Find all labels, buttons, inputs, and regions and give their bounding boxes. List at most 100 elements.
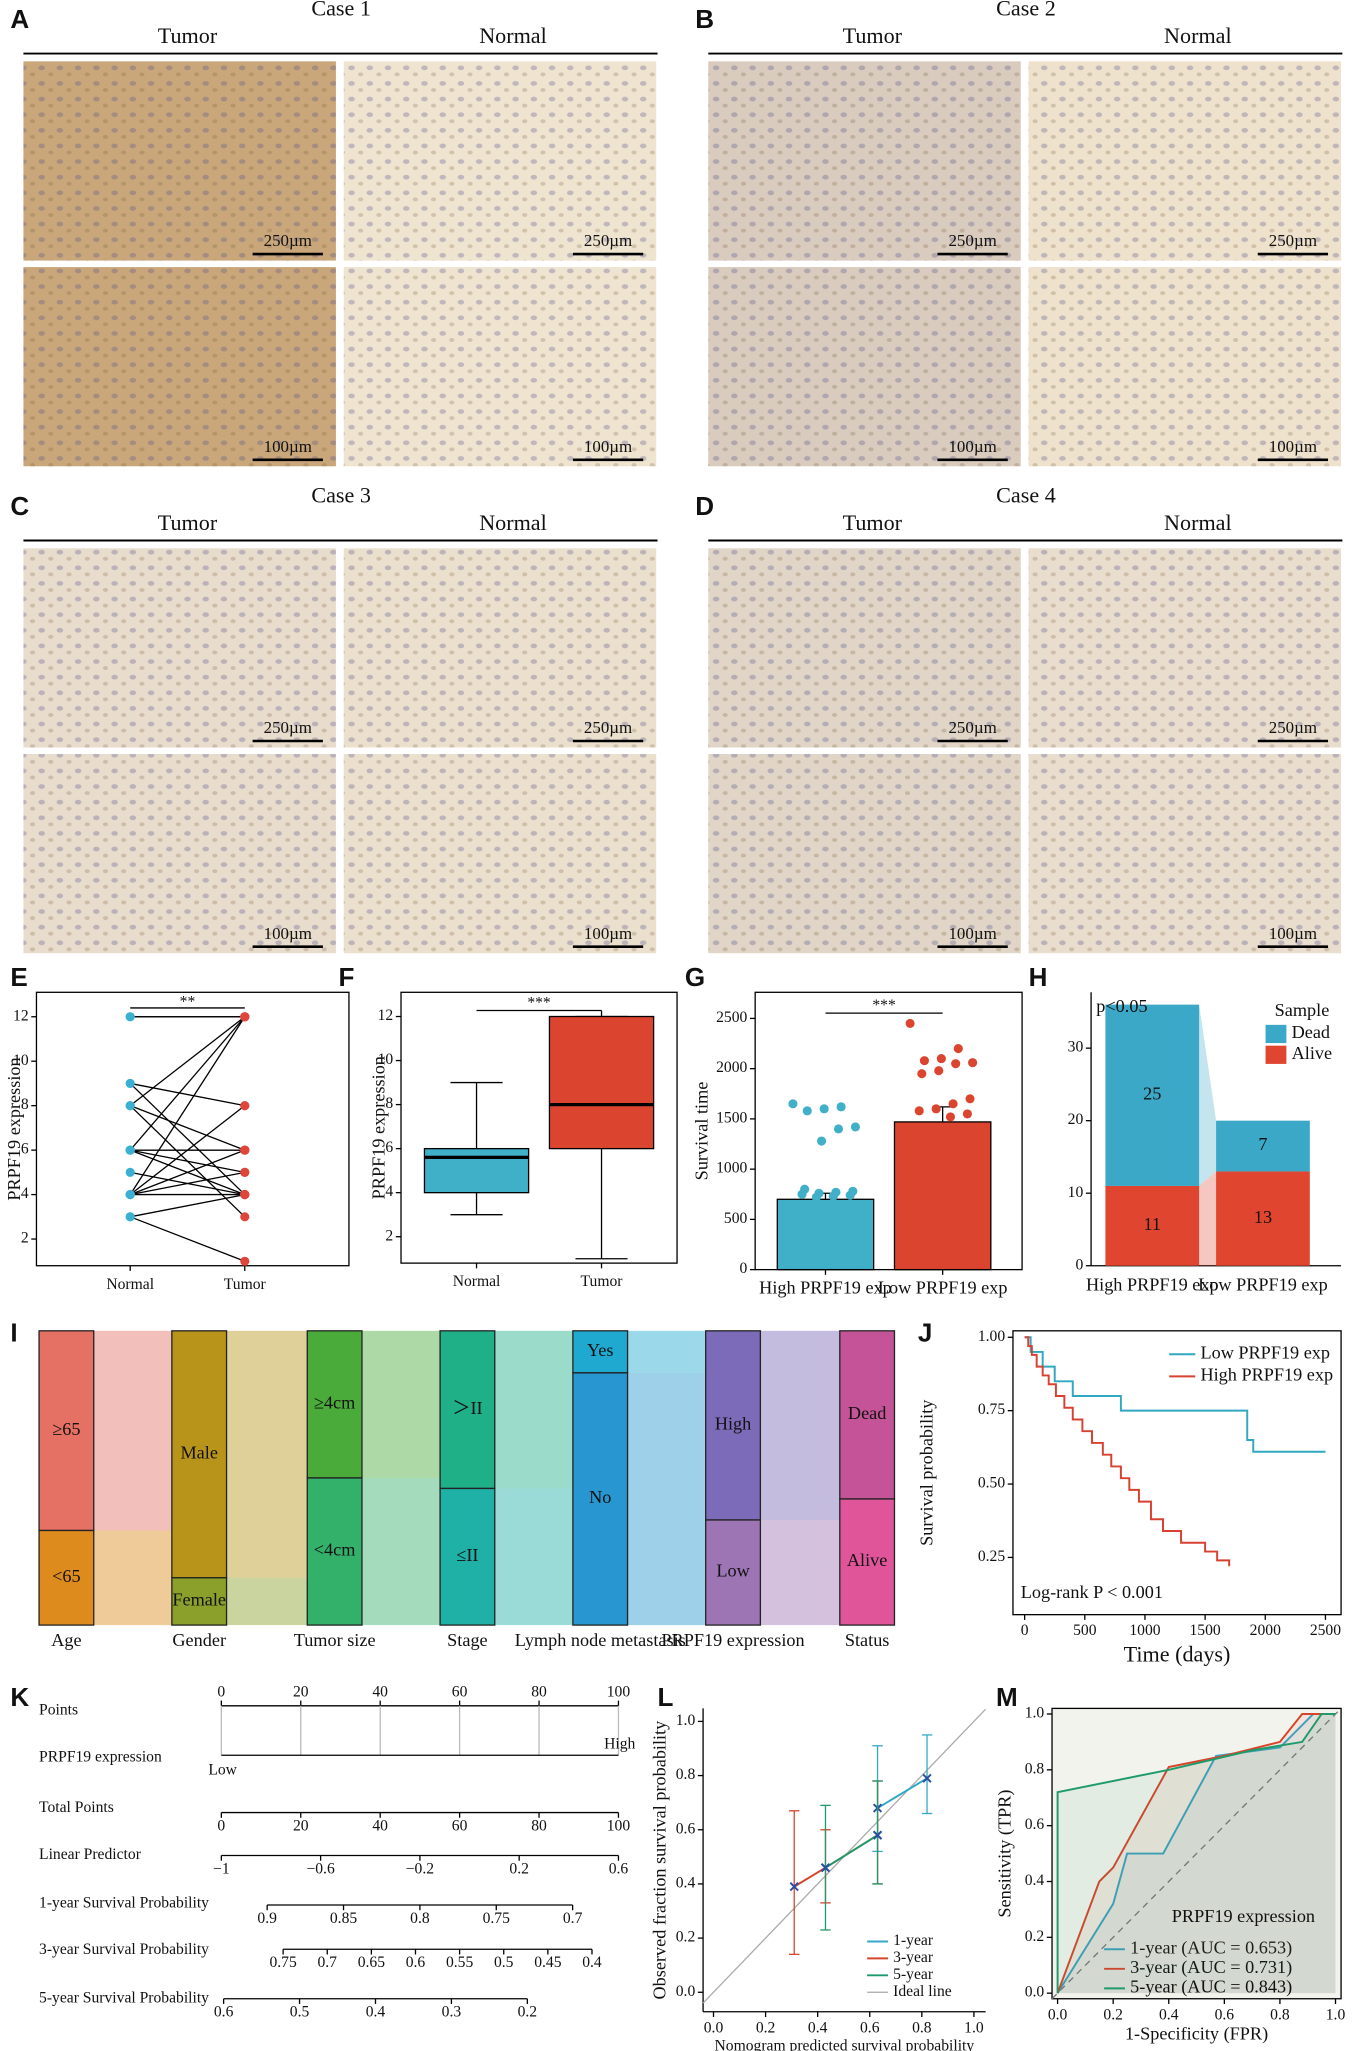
y-tick-label: 0.25 [978,1548,1006,1565]
dot [125,1167,135,1177]
scale-label: 80 [531,1817,547,1834]
legend-title: Sample [1275,1000,1330,1020]
stratum [572,1372,629,1626]
stratum [306,1477,363,1626]
stratum-label: High [715,1414,751,1434]
dot [240,1145,250,1155]
y-tick-label: 0.2 [676,1929,696,1946]
scale-bar-label: 250µm [584,718,632,737]
scale-label: Low [208,1761,237,1778]
scale-bar-label: 250µm [948,231,996,250]
scale-bar-label: 250µm [1269,231,1317,250]
y-tick-label: 500 [724,1210,748,1227]
y-tick-label: 30 [1068,1039,1084,1056]
scale-label: 0.2 [518,2004,538,2021]
stratum [171,1330,228,1579]
roc-area [1057,1713,1336,1994]
axis-label: Stage [447,1630,487,1650]
point [934,1066,944,1076]
row-name: Points [39,1702,78,1719]
micrograph-texture [1028,267,1342,467]
row-name: 3-year Survival Probability [39,1941,209,1958]
y-tick-label: 1500 [716,1109,747,1126]
y-tick-label: 6 [385,1139,393,1156]
point [833,1124,844,1134]
point [917,1069,927,1079]
pair-line [129,1016,246,1107]
flow [494,1330,573,1489]
y-axis-label: PRPF19 expression [4,1057,24,1200]
y-tick-label: 4 [385,1183,393,1200]
legend-label: 5-year [893,1966,934,1983]
stratum-label: Alive [847,1550,887,1570]
bar [776,1198,875,1271]
panel-label: A [10,4,29,34]
case-title: Case 4 [996,483,1056,508]
y-tick-label: 1000 [716,1160,747,1177]
y-tick-label: 10 [13,1052,29,1069]
micrograph-texture [708,754,1021,954]
y-tick-label: 10 [1068,1184,1084,1201]
scale-label: 0.3 [442,2004,462,2021]
y-tick-label: 0.0 [676,1983,696,2000]
pair-line [129,1016,246,1151]
box [548,1015,655,1150]
point [836,1102,846,1112]
pair-line [130,1082,245,1107]
flow [361,1330,441,1478]
scale-label: 0.55 [446,1954,474,1971]
segment-label: 25 [1143,1083,1161,1103]
legend-label: 1-year [893,1932,934,1949]
panel-label: M [996,1682,1018,1712]
scale-label: 40 [372,1817,388,1834]
pair-line [129,1105,246,1196]
point [817,1136,827,1146]
x-tick-label: 1.0 [964,2019,984,2036]
bar [893,1121,992,1271]
stratum [171,1577,228,1626]
plot-frame [1012,1330,1342,1616]
axis-label: Tumor size [294,1630,376,1650]
flow [494,1488,573,1626]
micrograph-texture [708,61,1021,261]
micrograph-texture [343,267,657,467]
dot [240,1212,250,1222]
y-tick-label: 2500 [716,1009,747,1026]
x-tick-label: 1000 [1129,1622,1160,1639]
significance: *** [872,997,896,1014]
dot [125,1145,135,1155]
point [845,1190,855,1200]
point-marker [789,1882,799,1892]
column-header: Tumor [843,510,903,535]
annotation: Log-rank P < 0.001 [1021,1582,1163,1602]
scale-label: 100 [607,1683,631,1700]
scale-bar-label: 100µm [1269,924,1317,943]
x-tick-label: 500 [1073,1622,1097,1639]
flow [627,1330,706,1373]
scale-label: −0.6 [306,1860,335,1877]
micrograph-texture [343,754,657,954]
x-tick-label: 0.4 [1159,2006,1179,2023]
y-tick-label: 1.00 [978,1328,1006,1345]
p-value: p<0.05 [1096,996,1147,1016]
x-axis-label: 1-Specificity (FPR) [1125,2023,1268,2044]
legend-label: 3-year (AUC = 0.731) [1130,1957,1292,1978]
flow [627,1372,706,1626]
y-tick-label: 12 [13,1007,29,1024]
stratum [306,1330,363,1479]
scale-label: −0.2 [406,1860,434,1877]
plot-frame [1051,1707,1342,2000]
roc-area [1057,1713,1336,1994]
flow [226,1577,308,1626]
y-tick-label: 6 [21,1141,29,1158]
x-tick-label: 1500 [1190,1622,1221,1639]
x-tick-label: 0.8 [912,2019,932,2036]
axis-label: Lymph node metastasis [515,1630,686,1650]
plot-frame [400,991,678,1264]
x-tick-label: 0.6 [1215,2006,1235,2023]
panel-label: L [658,1682,674,1712]
micrograph-texture [343,548,657,748]
stratum-label: Low [716,1561,750,1581]
dot [125,1101,135,1111]
